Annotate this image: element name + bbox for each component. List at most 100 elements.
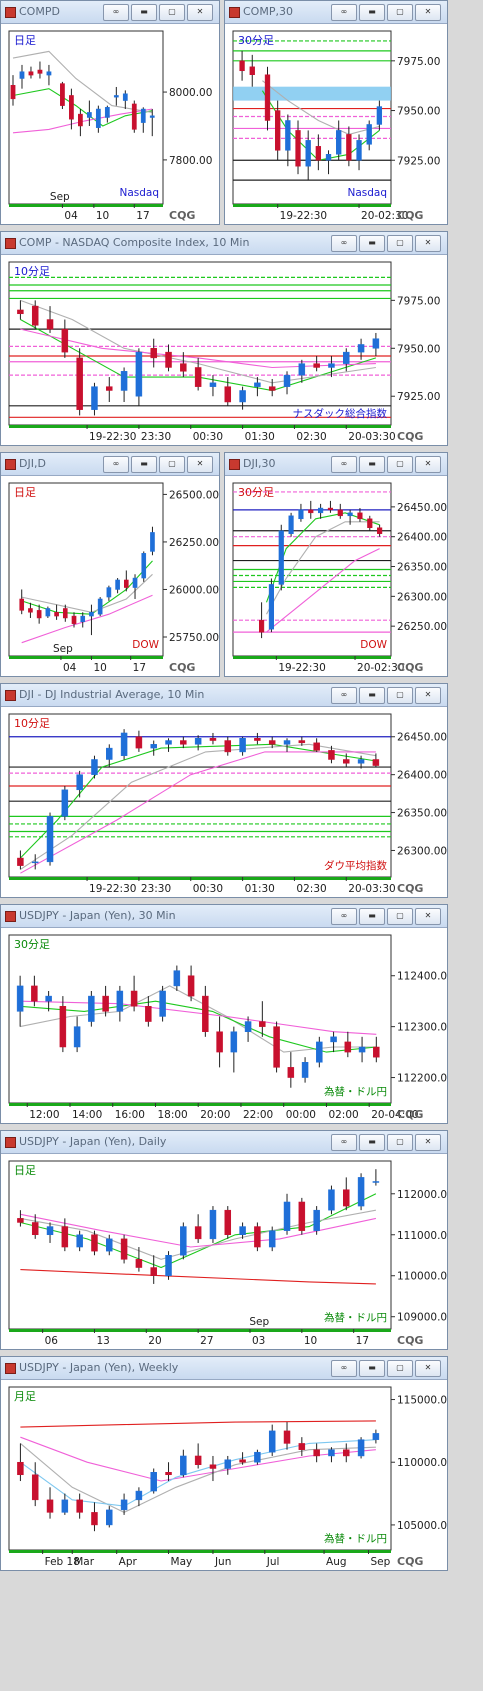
chart-canvas[interactable]: 112400.00 112300.00 112200.00 12:00 14:00 16:… xyxy=(1,927,447,1123)
x-tick-label: 20-03:30 xyxy=(348,883,395,895)
candle xyxy=(61,1493,69,1515)
chart-canvas[interactable]: 7975.00 7950.00 7925.00 19-22:30 20-02:30 30分… xyxy=(225,23,447,224)
close-button[interactable]: ✕ xyxy=(415,235,441,252)
close-button[interactable]: ✕ xyxy=(415,908,441,925)
close-icon: ✕ xyxy=(196,459,204,468)
close-button[interactable]: ✕ xyxy=(415,1360,441,1377)
minimize-button[interactable]: ▬ xyxy=(359,908,385,925)
chart-canvas[interactable]: 8000.00 7800.00 04 10 17 Sep 日足 Nasdaq CQG xyxy=(1,23,219,224)
chain-link-button[interactable]: ∞ xyxy=(331,456,357,473)
restore-button[interactable]: ▢ xyxy=(387,687,413,704)
minimize-button[interactable]: ▬ xyxy=(131,456,157,473)
chain-link-button[interactable]: ∞ xyxy=(331,1360,357,1377)
chart-canvas[interactable]: 26450.00 26400.00 26350.00 26300.00 19-22:30… xyxy=(1,706,447,897)
candle xyxy=(149,109,155,137)
restore-button[interactable]: ▢ xyxy=(387,908,413,925)
close-button[interactable]: ✕ xyxy=(415,456,441,473)
candle xyxy=(283,371,291,395)
candle xyxy=(305,130,311,181)
candle xyxy=(268,578,275,633)
candle xyxy=(268,1424,276,1456)
candle xyxy=(19,589,25,615)
title-bar[interactable]: USDJPY - Japan (Yen), 30 Min ∞ ▬ ▢ ✕ xyxy=(1,905,447,928)
candle xyxy=(180,1222,187,1260)
close-button[interactable]: ✕ xyxy=(415,1134,441,1151)
close-button[interactable]: ✕ xyxy=(415,687,441,704)
chart-canvas[interactable]: 26500.00 26250.00 26000.00 25750.00 04 10 17 Se… xyxy=(1,475,219,676)
chain-link-button[interactable]: ∞ xyxy=(331,4,357,21)
window-icon xyxy=(5,690,16,701)
restore-button[interactable]: ▢ xyxy=(387,4,413,21)
candle xyxy=(357,1173,365,1211)
x-tick-label: 14:00 xyxy=(72,1109,102,1121)
minimize-button[interactable]: ▬ xyxy=(359,1134,385,1151)
y-tick-label: 8000.00 xyxy=(169,87,212,99)
minimize-button[interactable]: ▬ xyxy=(359,456,385,473)
candle xyxy=(95,105,101,133)
candle xyxy=(135,1247,143,1272)
x-tick-label: 10 xyxy=(304,1335,317,1347)
chain-link-button[interactable]: ∞ xyxy=(103,4,129,21)
title-bar[interactable]: DJI,30 ∞ ▬ ▢ ✕ xyxy=(225,453,447,476)
window-title: COMP,30 xyxy=(243,5,293,18)
candle xyxy=(76,770,83,798)
close-button[interactable]: ✕ xyxy=(187,4,213,21)
timeframe-label: 日足 xyxy=(14,34,36,47)
candle xyxy=(150,526,155,556)
chart-canvas[interactable]: 7975.00 7950.00 7925.00 19-22:30 23:30 00:30 0… xyxy=(1,254,447,445)
candle xyxy=(165,344,172,372)
restore-button[interactable]: ▢ xyxy=(387,456,413,473)
restore-button[interactable]: ▢ xyxy=(159,4,185,21)
title-bar[interactable]: COMPD ∞ ▬ ▢ ✕ xyxy=(1,1,219,24)
title-bar[interactable]: DJI,D ∞ ▬ ▢ ✕ xyxy=(1,453,219,476)
minimize-button[interactable]: ▬ xyxy=(359,687,385,704)
minimize-button[interactable]: ▬ xyxy=(359,1360,385,1377)
candle xyxy=(135,730,143,752)
candle xyxy=(298,503,304,522)
chain-link-button[interactable]: ∞ xyxy=(331,1134,357,1151)
restore-button[interactable]: ▢ xyxy=(387,235,413,252)
candle xyxy=(97,597,103,617)
chart-canvas[interactable]: 112000.00 111000.00 110000.00 109000.00 06 13… xyxy=(1,1153,447,1349)
candle xyxy=(123,570,129,592)
chart-canvas[interactable]: 26450.00 26400.00 26350.00 26300.00 26250.00… xyxy=(225,475,447,676)
moving-average-line xyxy=(20,1420,376,1428)
minimize-button[interactable]: ▬ xyxy=(359,235,385,252)
chain-link-button[interactable]: ∞ xyxy=(331,235,357,252)
chain-link-button[interactable]: ∞ xyxy=(103,456,129,473)
candle xyxy=(298,1197,306,1235)
restore-icon: ▢ xyxy=(396,911,404,920)
close-button[interactable]: ✕ xyxy=(187,456,213,473)
candle xyxy=(62,604,68,622)
candle xyxy=(268,378,276,397)
session-bar xyxy=(9,425,391,428)
plot-frame xyxy=(8,30,164,205)
x-tick-label: 20-03:30 xyxy=(348,431,395,443)
title-bar[interactable]: USDJPY - Japan (Yen), Weekly ∞ ▬ ▢ ✕ xyxy=(1,1357,447,1380)
candle xyxy=(150,1468,157,1494)
restore-button[interactable]: ▢ xyxy=(387,1360,413,1377)
restore-icon: ▢ xyxy=(396,238,404,247)
candle xyxy=(88,991,95,1027)
minimize-button[interactable]: ▬ xyxy=(131,4,157,21)
candle xyxy=(295,120,301,175)
close-button[interactable]: ✕ xyxy=(415,4,441,21)
chain-link-button[interactable]: ∞ xyxy=(331,687,357,704)
minimize-button[interactable]: ▬ xyxy=(359,4,385,21)
candle xyxy=(301,1057,309,1083)
title-bar[interactable]: USDJPY - Japan (Yen), Daily ∞ ▬ ▢ ✕ xyxy=(1,1131,447,1154)
candle xyxy=(254,1222,261,1252)
candle xyxy=(46,1222,54,1243)
x-tick-label: 00:00 xyxy=(286,1109,316,1121)
title-bar[interactable]: DJI - DJ Industrial Average, 10 Min ∞ ▬ ▢ ✕ xyxy=(1,684,447,707)
title-bar[interactable]: COMP,30 ∞ ▬ ▢ ✕ xyxy=(225,1,447,24)
chain-link-button[interactable]: ∞ xyxy=(331,908,357,925)
candle xyxy=(46,1487,54,1519)
restore-button[interactable]: ▢ xyxy=(387,1134,413,1151)
candle xyxy=(316,1036,323,1068)
title-bar[interactable]: COMP - NASDAQ Composite Index, 10 Min ∞ ▬ ▢… xyxy=(1,232,447,255)
restore-button[interactable]: ▢ xyxy=(159,456,185,473)
instrument-label: ナスダック総合指数 xyxy=(293,407,388,420)
y-tick-label: 26400.00 xyxy=(397,532,447,544)
